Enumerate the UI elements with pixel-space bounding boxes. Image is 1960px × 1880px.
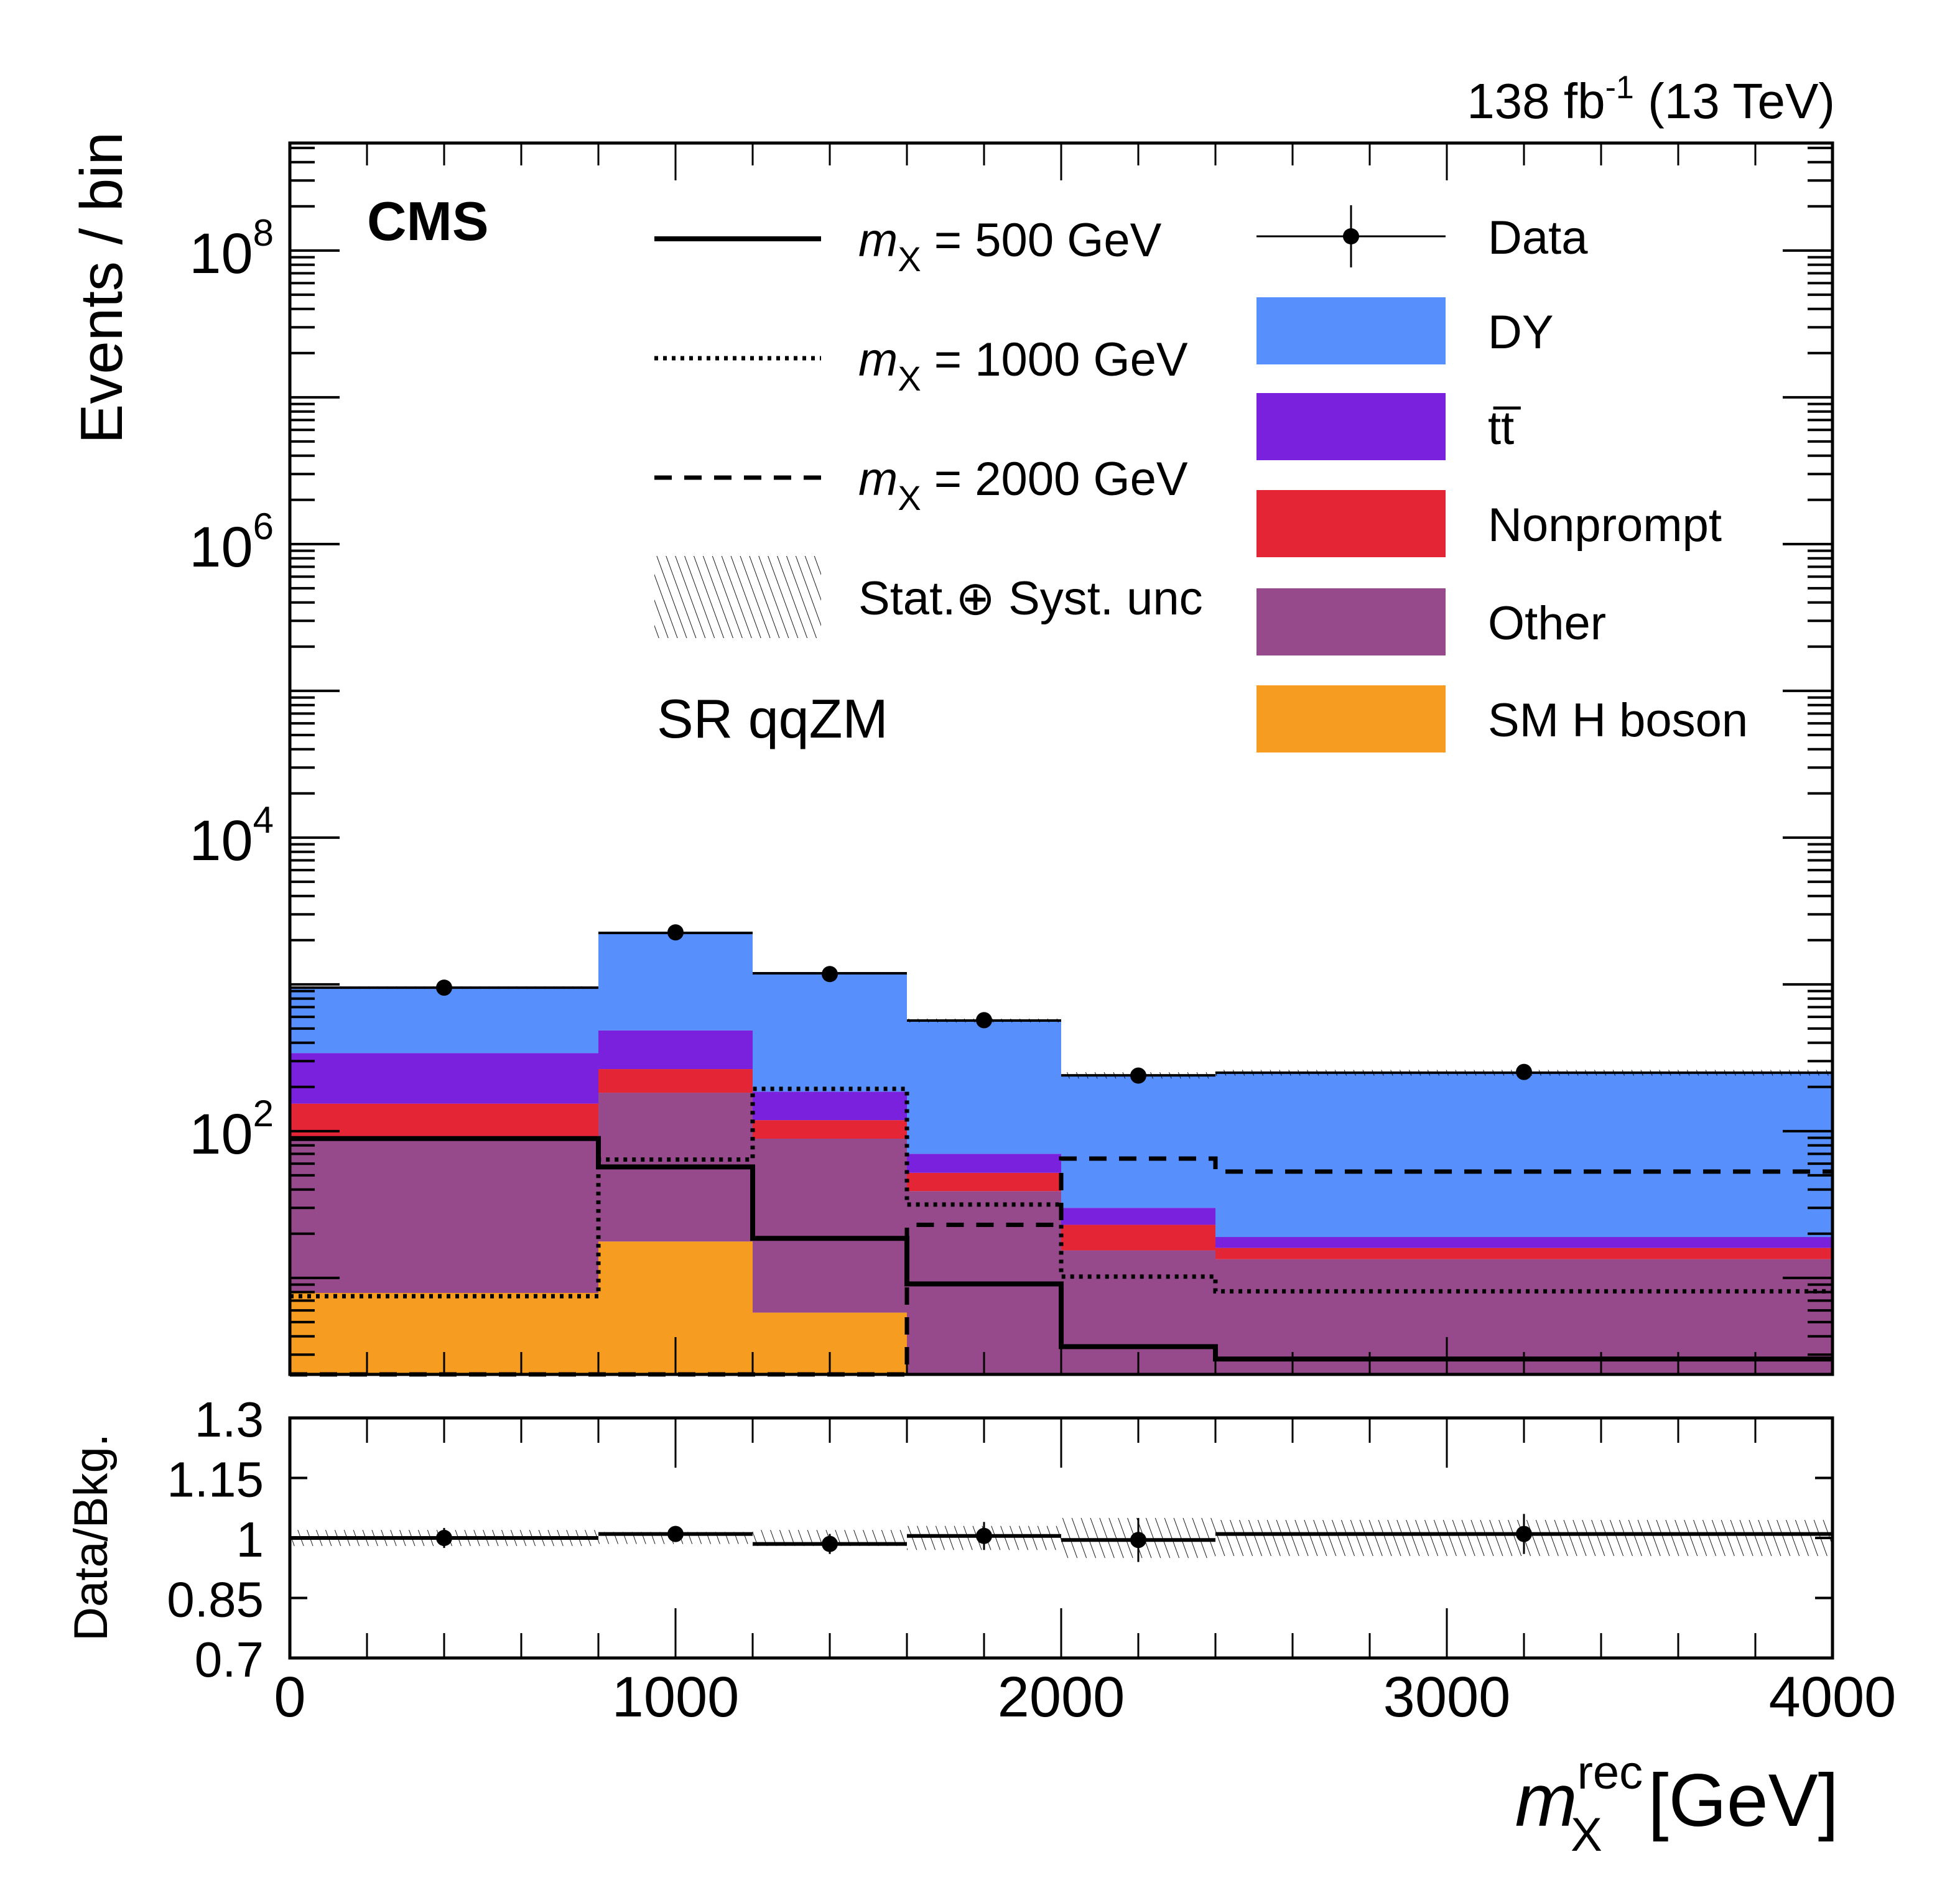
signal-histograms	[290, 1086, 1832, 1377]
x-tick-labels: 0 1000 2000 3000 4000	[274, 1665, 1896, 1729]
ratio-y-tick-label: 1.15	[167, 1452, 264, 1507]
data-point	[976, 1012, 992, 1029]
x-tick-label: 1000	[612, 1665, 740, 1729]
ratio-data-point	[1130, 1532, 1146, 1549]
bar-tt-	[753, 1091, 907, 1121]
legend-label: Stat.⊕ Syst. unc	[858, 572, 1203, 625]
cms-label: CMS	[367, 190, 489, 252]
data-points	[436, 924, 1532, 1084]
ratio-y-axis-label: Data/Bkg.	[65, 1433, 118, 1641]
x-tick-label: 0	[274, 1665, 305, 1729]
ratio-data-point	[436, 1530, 452, 1546]
signal-line-1000	[290, 1086, 1832, 1299]
ratio-data-points	[436, 1514, 1532, 1562]
bar-dy	[1215, 1072, 1832, 1238]
legend: mX = 500 GeV mX = 1000 GeV mX = 2000 GeV St…	[654, 205, 1748, 752]
x-axis-label: mrec X [GeV]	[1515, 1746, 1839, 1861]
ratio-y-tick-label: 0.85	[167, 1572, 264, 1628]
bar-tt-	[290, 1053, 598, 1104]
bar-other	[290, 1138, 598, 1293]
bar-dy	[598, 933, 753, 1030]
data-point	[1516, 1063, 1532, 1080]
y-tick-label: 104	[189, 799, 274, 873]
bar-nonprompt	[1061, 1225, 1215, 1251]
bar-dy	[907, 1020, 1061, 1154]
bar-nonprompt	[753, 1120, 907, 1139]
data-point	[822, 966, 838, 983]
legend-label: tt̅	[1488, 402, 1521, 455]
legend-swatch-sm-h-boson	[1256, 685, 1446, 752]
bar-dy	[753, 973, 907, 1092]
y-axis-label: Events / bin	[68, 132, 135, 444]
legend-label: SM H boson	[1488, 694, 1748, 747]
signal-line-2000	[290, 1156, 1832, 1377]
main-plot: 102 104 106 108	[189, 141, 1834, 1377]
legend-label: mX = 1000 GeV	[858, 333, 1188, 398]
ratio-y-tick-label: 0.7	[195, 1632, 264, 1687]
data-point	[667, 924, 684, 941]
lumi-exponent: -1	[1605, 70, 1634, 106]
x-tick-label: 2000	[998, 1665, 1125, 1729]
legend-data-marker	[1343, 228, 1359, 244]
legend-unc-swatch	[654, 556, 821, 638]
ratio-y-tick-label: 1.3	[195, 1392, 264, 1447]
ratio-data-point	[976, 1527, 992, 1544]
data-point	[1130, 1067, 1146, 1084]
y-tick-label: 108	[189, 212, 274, 285]
region-label: SR qqZM	[657, 688, 888, 749]
ratio-axis-ticks	[289, 1417, 1834, 1659]
bar-nonprompt	[1215, 1248, 1832, 1259]
legend-swatch-tt-	[1256, 393, 1446, 460]
legend-swatch-nonprompt	[1256, 490, 1446, 557]
y-tick-labels: 102 104 106 108	[189, 212, 274, 1166]
legend-label: Nonprompt	[1488, 499, 1722, 552]
bar-other	[753, 1138, 907, 1313]
y-tick-label: 106	[189, 506, 274, 579]
legend-label: Other	[1488, 597, 1606, 650]
lumi-label: 138 fb-1 (13 TeV)	[1467, 70, 1835, 129]
x-tick-label: 3000	[1383, 1665, 1511, 1729]
bar-dy	[1061, 1075, 1215, 1208]
bar-tt-	[1061, 1208, 1215, 1225]
legend-label: mX = 500 GeV	[858, 214, 1162, 279]
data-point	[436, 979, 452, 996]
bar-tt-	[907, 1154, 1061, 1173]
x-tick-label: 4000	[1769, 1665, 1897, 1729]
legend-label: Data	[1488, 211, 1588, 264]
legend-label: DY	[1488, 306, 1554, 359]
y-tick-label: 102	[189, 1093, 274, 1166]
main-axis-ticks	[289, 143, 1834, 1374]
ratio-y-tick-label: 1	[236, 1512, 264, 1567]
ratio-data-point	[667, 1526, 684, 1542]
bar-nonprompt	[907, 1172, 1061, 1192]
ratio-data-point	[1516, 1526, 1532, 1542]
legend-swatch-dy	[1256, 297, 1446, 364]
ratio-data-point	[822, 1535, 838, 1552]
bar-nonprompt	[598, 1069, 753, 1093]
bar-tt-	[598, 1030, 753, 1070]
legend-swatch-other	[1256, 588, 1446, 655]
bar-nonprompt	[290, 1103, 598, 1139]
legend-label: mX = 2000 GeV	[858, 453, 1188, 517]
bar-dy	[290, 988, 598, 1053]
bar-tt-	[1215, 1237, 1832, 1248]
